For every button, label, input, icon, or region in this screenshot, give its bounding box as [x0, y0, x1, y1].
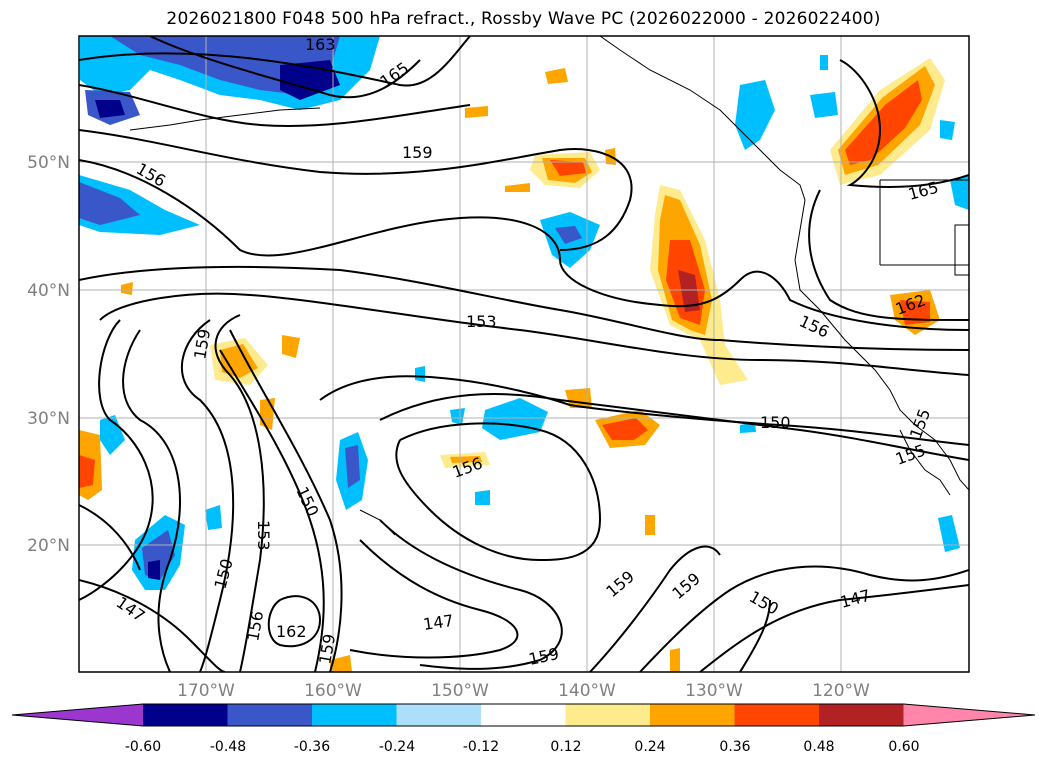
contour-label: 162	[276, 622, 307, 641]
colorbar-segment	[396, 704, 482, 726]
colorbar-extension-low	[12, 704, 143, 726]
colorbar-segment	[565, 704, 651, 726]
colorbar-tick-label: 0.12	[550, 739, 581, 755]
colorbar-tick-label: 0.24	[634, 739, 665, 755]
latitude-labels: 50°N 40°N 30°N 20°N	[27, 153, 70, 556]
colorbar-tick-label: 0.48	[803, 739, 834, 755]
colorbar-segment	[734, 704, 820, 726]
lat-label-30n: 30°N	[27, 409, 70, 429]
colorbar-tick-label: -0.36	[294, 739, 330, 755]
map-plot-area: 163 165 156 159 165 162 156 159 153 155 …	[79, 35, 969, 672]
contour-lines	[79, 36, 969, 672]
colorbar-segment	[143, 704, 228, 726]
colorbar-segment	[481, 704, 566, 726]
lon-label-130w: 130°W	[685, 681, 743, 701]
longitude-labels: 170°W 160°W 150°W 140°W 130°W 120°W	[177, 681, 870, 701]
lat-label-50n: 50°N	[27, 153, 70, 173]
colorbar	[11, 703, 1036, 727]
colorbar-tick-label: -0.48	[210, 739, 246, 755]
colorbar-extension-high	[903, 704, 1035, 726]
colorbar-outline	[11, 703, 1036, 727]
graticule	[79, 36, 969, 672]
colorbar-tick-labels: -0.60 -0.48 -0.36 -0.24 -0.12 0.12 0.24 …	[125, 739, 920, 755]
lon-label-170w: 170°W	[177, 681, 235, 701]
lat-label-20n: 20°N	[27, 536, 70, 556]
contour-label: 159	[402, 143, 433, 162]
contour-label: 153	[254, 520, 273, 551]
lon-label-140w: 140°W	[558, 681, 616, 701]
colorbar-segment	[312, 704, 397, 726]
map-frame	[78, 35, 970, 673]
colorbar-segment	[650, 704, 735, 726]
anomaly-shading	[79, 36, 969, 672]
colorbar-tick-label: 0.60	[888, 739, 919, 755]
figure-title: 2026021800 F048 500 hPa refract., Rossby…	[166, 9, 881, 29]
contour-label: 150	[760, 413, 791, 432]
colorbar-tick-label: 0.36	[719, 739, 750, 755]
colorbar-segment	[227, 704, 313, 726]
contour-label: 163	[305, 35, 336, 54]
lon-label-160w: 160°W	[304, 681, 362, 701]
lon-label-120w: 120°W	[812, 681, 870, 701]
lat-label-40n: 40°N	[27, 281, 70, 301]
contour-label: 153	[466, 312, 497, 331]
colorbar-tick-label: -0.24	[379, 739, 415, 755]
lon-label-150w: 150°W	[431, 681, 489, 701]
colorbar-tick-label: -0.60	[125, 739, 161, 755]
colorbar-segment	[819, 704, 904, 726]
contour-label: 147	[422, 611, 455, 634]
colorbar-tick-label: -0.12	[463, 739, 499, 755]
